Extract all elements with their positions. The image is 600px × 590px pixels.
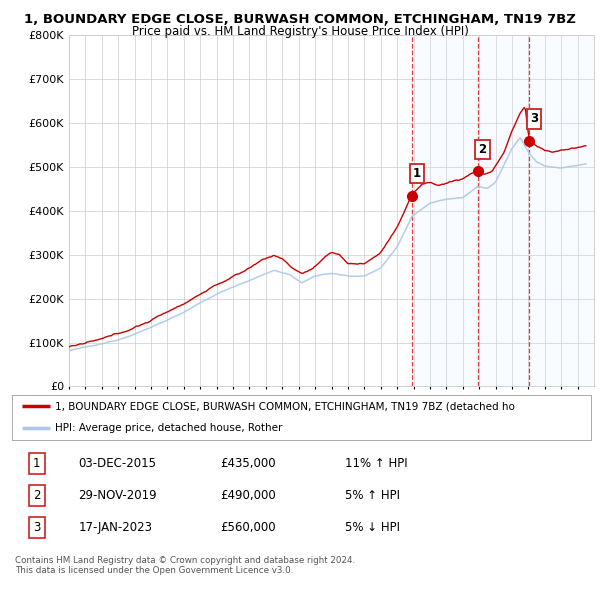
Text: 03-DEC-2015: 03-DEC-2015 xyxy=(79,457,157,470)
Text: 1, BOUNDARY EDGE CLOSE, BURWASH COMMON, ETCHINGHAM, TN19 7BZ: 1, BOUNDARY EDGE CLOSE, BURWASH COMMON, … xyxy=(24,13,576,26)
Text: 5% ↑ HPI: 5% ↑ HPI xyxy=(345,489,400,502)
Text: 5% ↓ HPI: 5% ↓ HPI xyxy=(345,521,400,534)
Text: Price paid vs. HM Land Registry's House Price Index (HPI): Price paid vs. HM Land Registry's House … xyxy=(131,25,469,38)
Text: 2: 2 xyxy=(33,489,41,502)
Text: 1, BOUNDARY EDGE CLOSE, BURWASH COMMON, ETCHINGHAM, TN19 7BZ (detached ho: 1, BOUNDARY EDGE CLOSE, BURWASH COMMON, … xyxy=(55,401,515,411)
Bar xyxy=(478,35,529,386)
Text: 11% ↑ HPI: 11% ↑ HPI xyxy=(345,457,407,470)
Text: 29-NOV-2019: 29-NOV-2019 xyxy=(79,489,157,502)
Text: £490,000: £490,000 xyxy=(220,489,276,502)
Text: 3: 3 xyxy=(33,521,41,534)
Bar xyxy=(529,35,594,386)
Text: HPI: Average price, detached house, Rother: HPI: Average price, detached house, Roth… xyxy=(55,424,283,434)
Text: 3: 3 xyxy=(530,112,538,125)
Text: 1: 1 xyxy=(33,457,41,470)
Text: 1: 1 xyxy=(413,167,421,180)
Text: 17-JAN-2023: 17-JAN-2023 xyxy=(79,521,152,534)
Text: Contains HM Land Registry data © Crown copyright and database right 2024.
This d: Contains HM Land Registry data © Crown c… xyxy=(15,556,355,575)
Bar xyxy=(412,35,478,386)
Text: 2: 2 xyxy=(479,143,487,156)
Text: £560,000: £560,000 xyxy=(220,521,276,534)
Text: £435,000: £435,000 xyxy=(220,457,276,470)
